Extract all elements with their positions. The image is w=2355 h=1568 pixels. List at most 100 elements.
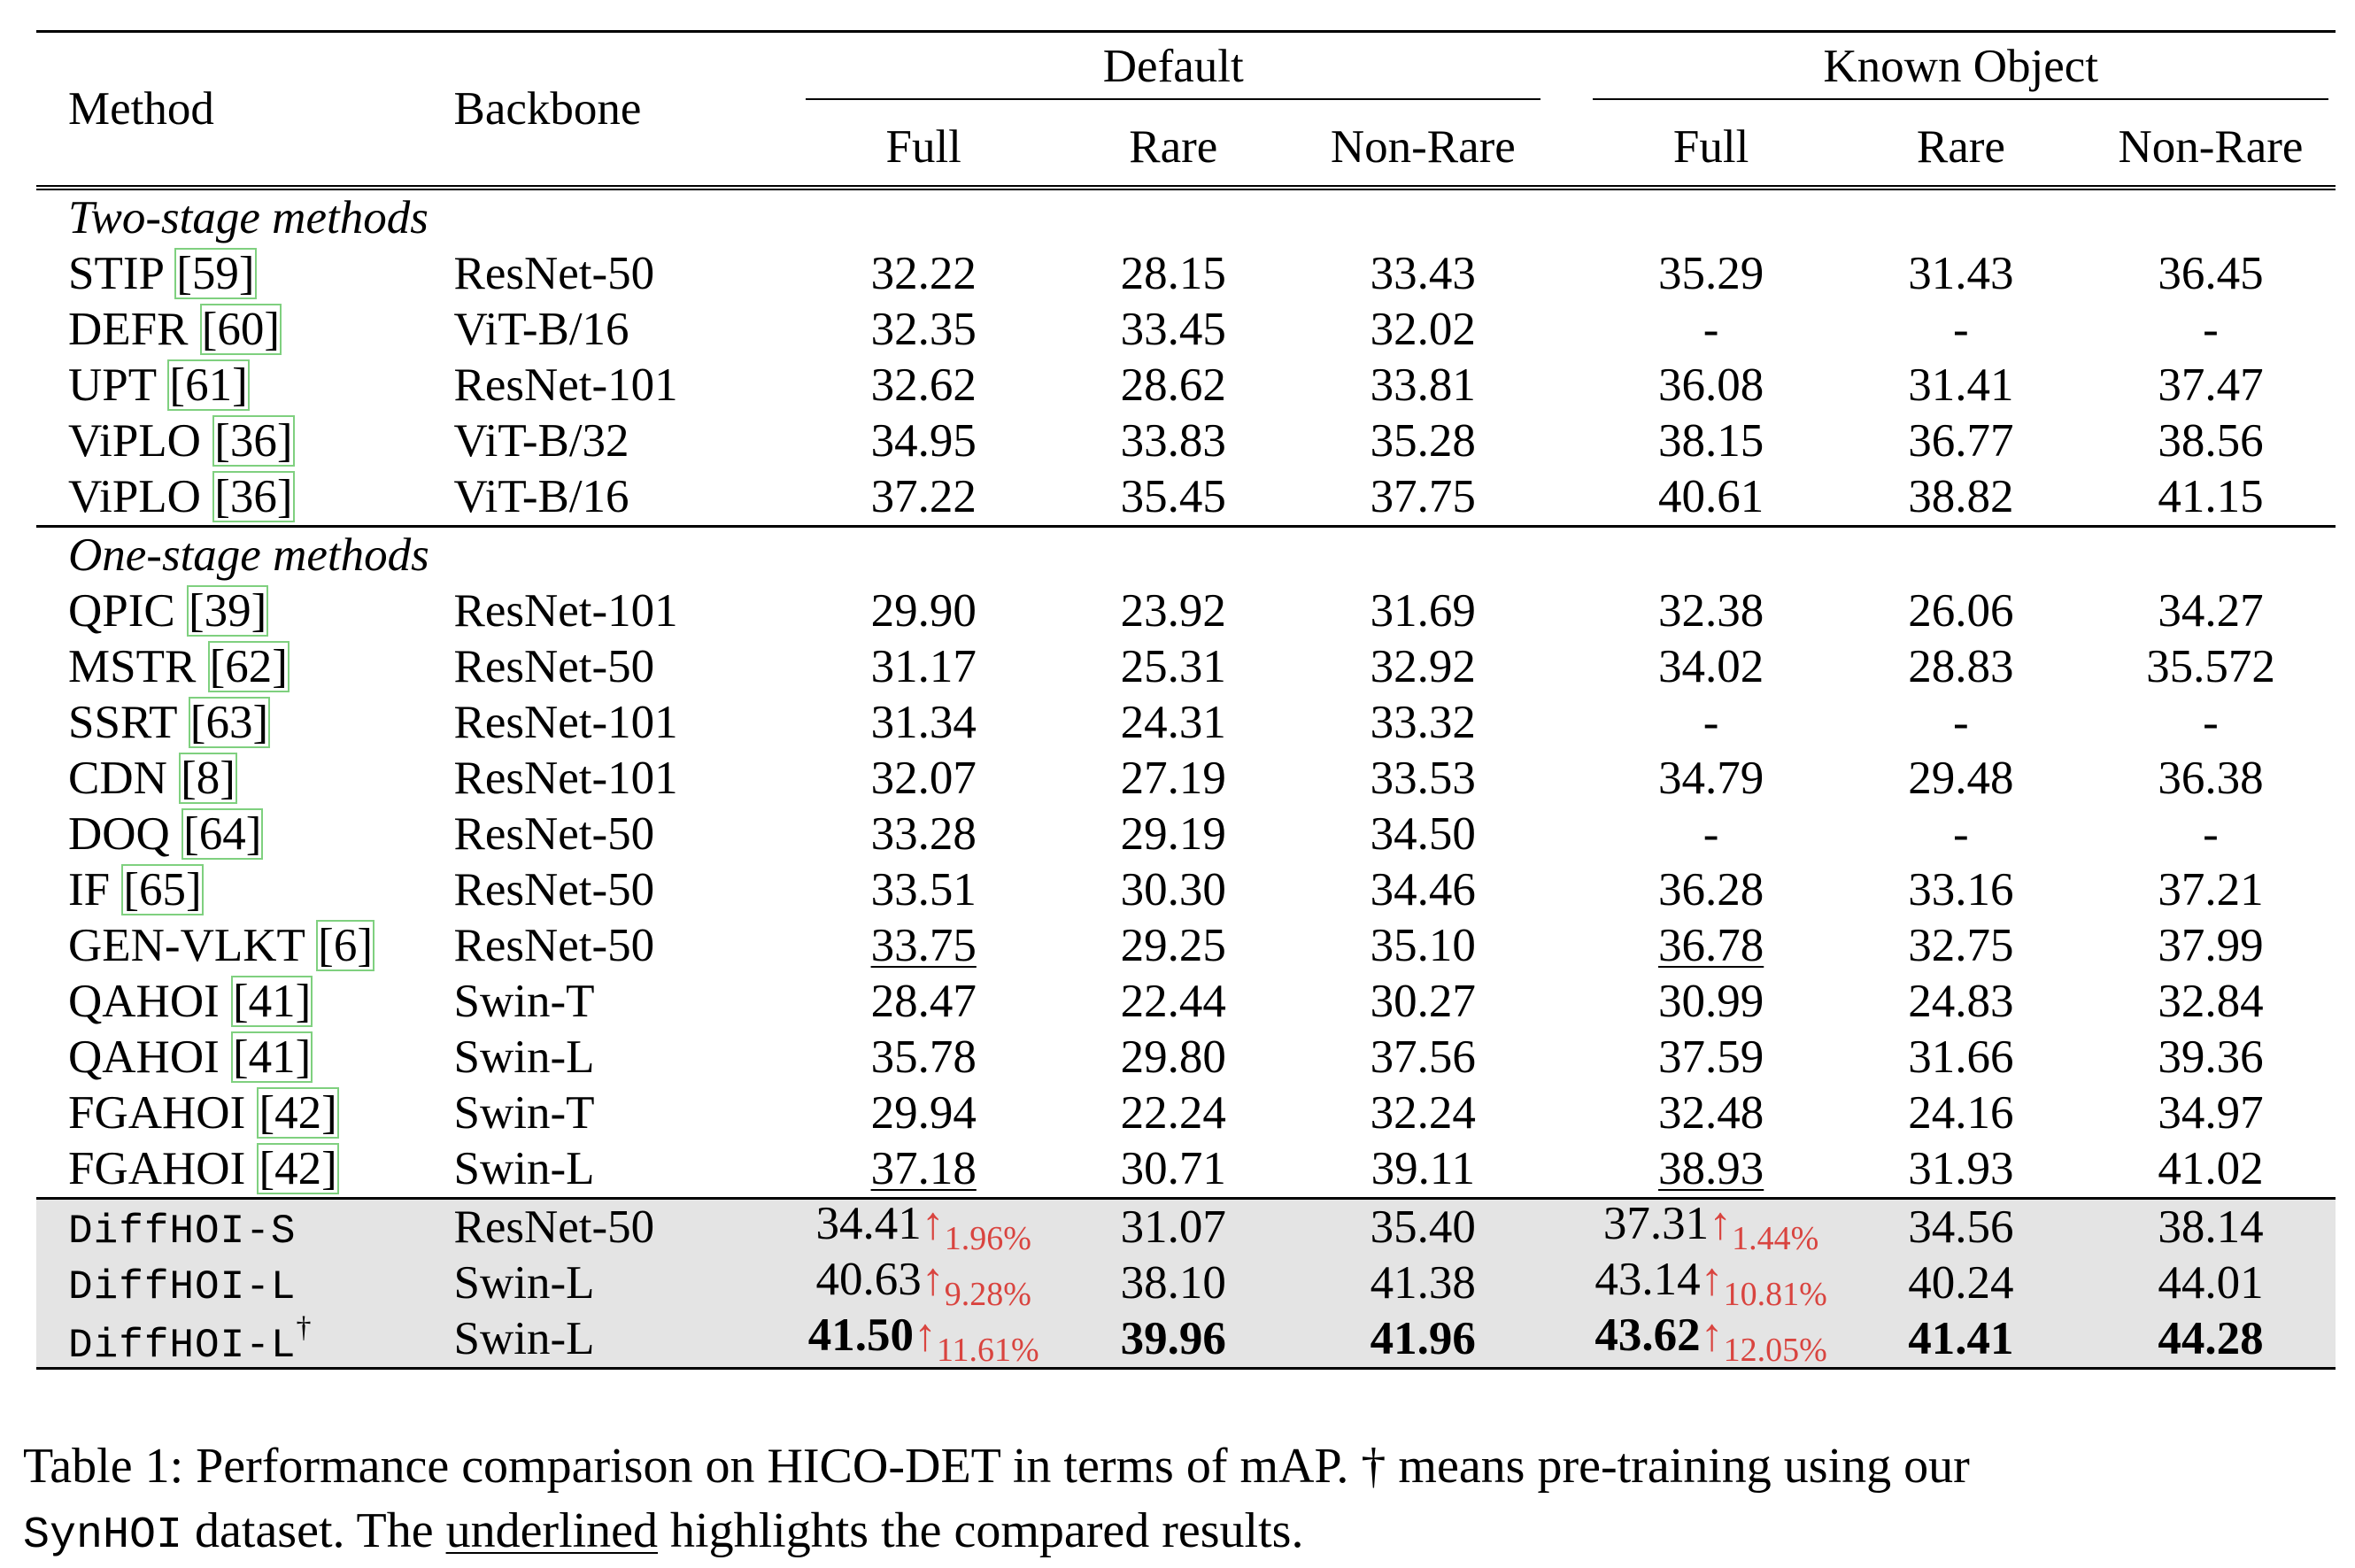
method-cell: DiffHOI-L†: [36, 1311, 454, 1370]
value-cell: 38.15: [1586, 413, 1835, 469]
citation-link[interactable]: [63]: [188, 697, 271, 748]
method-name: DiffHOI-L: [68, 1263, 297, 1310]
value-cell: -: [1836, 302, 2086, 358]
method-cell: QAHOI [41]: [36, 1030, 454, 1085]
value-cell: 37.56: [1298, 1030, 1548, 1085]
citation-link[interactable]: [59]: [174, 248, 257, 299]
value-cell: 31.69: [1298, 583, 1548, 639]
value-text: 31.07: [1120, 1201, 1226, 1253]
method-name: QAHOI: [68, 976, 220, 1027]
table-row: CDN [8] ResNet-101 32.07 27.19 33.53 34.79 29.…: [36, 751, 2336, 807]
table-row: IF [65] ResNet-50 33.51 30.30 34.46 36.28 33.1…: [36, 862, 2336, 918]
value-cell: 37.59: [1586, 1030, 1835, 1085]
value-text: 30.99: [1657, 976, 1764, 1027]
value-text: 29.25: [1120, 920, 1226, 971]
value-cell: 35.78: [799, 1030, 1048, 1085]
method-name: DOQ: [68, 808, 170, 860]
value-text: 33.51: [870, 864, 977, 915]
value-text: 37.59: [1657, 1031, 1764, 1083]
value-cell: 29.94: [799, 1085, 1048, 1141]
citation-link[interactable]: [62]: [207, 641, 290, 692]
section-title: Two-stage methods: [36, 185, 2336, 246]
value-text: 35.10: [1370, 920, 1476, 971]
value-cell: -: [2086, 695, 2336, 751]
method-name: QAHOI: [68, 1031, 220, 1083]
header-default-rare: Rare: [1129, 120, 1218, 173]
table-row: QAHOI [41] Swin-T 28.47 22.44 30.27 30.99 24.8…: [36, 974, 2336, 1030]
value-text: 29.80: [1120, 1031, 1226, 1083]
value-text: 29.90: [870, 585, 977, 637]
value-text: 33.45: [1120, 304, 1226, 355]
caption-dataset-name: SynHOI: [23, 1510, 183, 1561]
value-text: 32.24: [1370, 1087, 1476, 1139]
value-cell: 32.38: [1586, 583, 1835, 639]
value-text: 37.31: [1602, 1197, 1710, 1249]
ours-row: DiffHOI-L Swin-L 40.63↑9.28% 38.10 41.38 43.1…: [36, 1255, 2336, 1311]
value-cell: 24.16: [1836, 1085, 2086, 1141]
value-cell: 43.62↑12.05%: [1586, 1311, 1836, 1370]
gain-indicator: ↑9.28%: [922, 1254, 1031, 1311]
citation-link[interactable]: [41]: [231, 1031, 313, 1083]
value-cell: 33.75: [799, 918, 1048, 974]
citation-link[interactable]: [65]: [121, 864, 204, 915]
method-cell: MSTR [62]: [36, 639, 454, 695]
citation-link[interactable]: [36]: [212, 415, 295, 467]
table-row: DEFR [60] ViT-B/16 32.35 33.45 32.02- - -: [36, 302, 2336, 358]
value-cell: 31.93: [1836, 1141, 2086, 1199]
value-cell: 33.81: [1298, 358, 1548, 413]
value-cell: 24.83: [1836, 974, 2086, 1030]
citation-link[interactable]: [8]: [179, 753, 237, 804]
value-text: 32.35: [870, 304, 977, 355]
citation-link[interactable]: [6]: [316, 920, 374, 971]
value-cell: 29.90: [799, 583, 1048, 639]
value-text: -: [1953, 808, 1969, 860]
value-text: 36.45: [2158, 248, 2264, 299]
header-group-known-object-label: Known Object: [1823, 40, 2098, 92]
table-row: FGAHOI [42] Swin-L 37.18 30.71 39.11 38.93 31.…: [36, 1141, 2336, 1199]
backbone-cell: ResNet-50: [453, 864, 655, 915]
backbone-cell: Swin-L: [453, 1311, 799, 1370]
value-text: 44.28: [2158, 1313, 2264, 1364]
value-text: -: [2203, 697, 2219, 748]
value-cell: 35.29: [1586, 246, 1835, 302]
value-text: 27.19: [1120, 753, 1226, 804]
gain-percent: 1.44%: [1732, 1219, 1819, 1257]
gain-indicator: ↑11.61%: [914, 1309, 1039, 1367]
backbone-cell: ResNet-50: [453, 808, 655, 860]
value-cell: 25.31: [1048, 639, 1298, 695]
value-cell: 41.50↑11.61%: [799, 1309, 1049, 1370]
value-text: -: [2203, 808, 2219, 860]
value-text: 24.31: [1120, 697, 1226, 748]
method-cell: IF [65]: [36, 862, 454, 918]
table-row: DOQ [64] ResNet-50 33.28 29.19 34.50- - -: [36, 807, 2336, 862]
value-text: 32.38: [1657, 585, 1764, 637]
value-cell: -: [1586, 695, 1835, 751]
value-text: 41.96: [1370, 1313, 1476, 1364]
citation-link[interactable]: [42]: [257, 1087, 339, 1139]
method-name: FGAHOI: [68, 1143, 246, 1194]
citation-link[interactable]: [64]: [181, 808, 264, 860]
value-text: 33.81: [1370, 359, 1476, 411]
citation-link[interactable]: [36]: [212, 471, 295, 522]
method-cell: FGAHOI [42]: [36, 1085, 454, 1141]
value-cell: 28.83: [1836, 639, 2086, 695]
value-cell: 41.96: [1298, 1311, 1548, 1370]
citation-link[interactable]: [41]: [231, 976, 313, 1027]
method-name: QPIC: [68, 585, 175, 637]
value-cell: 27.19: [1048, 751, 1298, 807]
header-group-known-object: Known Object: [1586, 30, 2336, 100]
value-cell: 38.10: [1048, 1255, 1299, 1311]
method-cell: QPIC [39]: [36, 583, 454, 639]
value-cell: 34.41↑1.96%: [799, 1197, 1049, 1255]
value-text: 29.94: [870, 1087, 977, 1139]
value-text: 31.93: [1908, 1143, 2014, 1194]
citation-link[interactable]: [39]: [187, 585, 269, 637]
value-cell: 39.11: [1298, 1141, 1548, 1199]
citation-link[interactable]: [60]: [199, 304, 282, 355]
citation-link[interactable]: [61]: [167, 359, 250, 411]
citation-link[interactable]: [42]: [257, 1143, 339, 1194]
value-cell: 36.38: [2086, 751, 2336, 807]
value-text: -: [1953, 697, 1969, 748]
table-row: MSTR [62] ResNet-50 31.17 25.31 32.92 34.02 28…: [36, 639, 2336, 695]
